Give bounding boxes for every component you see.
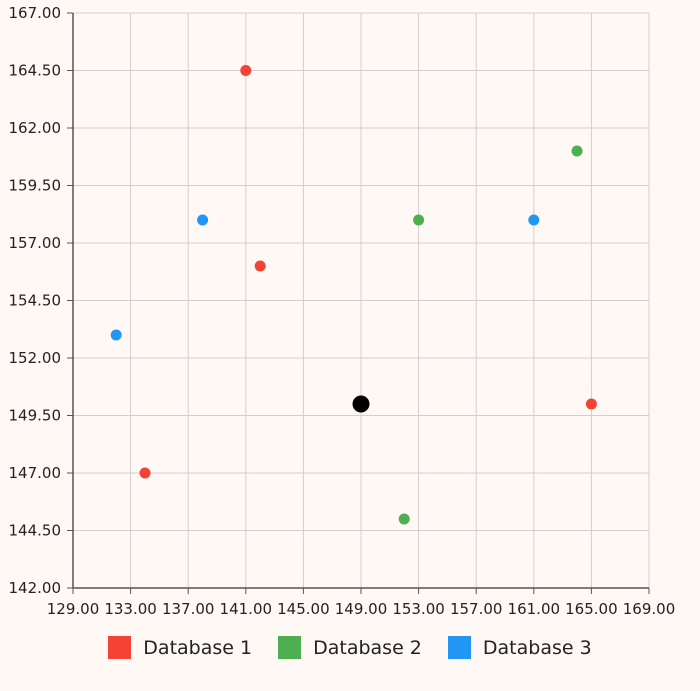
data-point xyxy=(139,467,151,479)
legend-label: Database 1 xyxy=(143,636,253,659)
data-point xyxy=(585,398,597,410)
data-point xyxy=(197,214,209,226)
y-tick-label: 154.50 xyxy=(9,292,62,310)
x-tick-label: 149.00 xyxy=(335,600,388,618)
data-point xyxy=(528,214,540,226)
legend-item[interactable]: Database 2 xyxy=(278,636,422,659)
x-tick-label: 129.00 xyxy=(47,600,100,618)
y-tick-label: 142.00 xyxy=(9,579,62,597)
x-tick-label: 169.00 xyxy=(623,600,676,618)
data-points xyxy=(110,65,597,525)
x-tick-label: 165.00 xyxy=(565,600,618,618)
y-tick-label: 157.00 xyxy=(9,234,62,252)
x-axis-ticks: 129.00 133.00 137.00 141.00 145.00 149.00 153.… xyxy=(47,588,676,618)
highlight-point xyxy=(352,395,370,413)
data-point xyxy=(413,214,425,226)
y-tick-label: 162.00 xyxy=(9,119,62,137)
x-tick-label: 157.00 xyxy=(450,600,503,618)
legend-swatch xyxy=(108,636,132,659)
x-tick-label: 141.00 xyxy=(220,600,273,618)
data-point xyxy=(110,329,122,341)
legend-label: Database 2 xyxy=(313,636,422,659)
x-tick-label: 153.00 xyxy=(392,600,445,618)
y-tick-label: 159.50 xyxy=(9,177,62,195)
y-tick-label: 164.50 xyxy=(9,62,62,80)
legend-swatch xyxy=(447,636,471,659)
x-tick-label: 133.00 xyxy=(104,600,157,618)
scatter-chart: 129.00 133.00 137.00 141.00 145.00 149.00 153.… xyxy=(9,4,676,618)
x-tick-label: 137.00 xyxy=(162,600,215,618)
y-axis-ticks: 167.00 164.50 162.00 159.50 157.00 154.50 152.… xyxy=(9,4,73,597)
y-tick-label: 152.00 xyxy=(9,349,62,367)
grid xyxy=(72,12,650,589)
legend-swatch xyxy=(278,636,302,659)
legend-label: Database 3 xyxy=(482,636,592,659)
x-tick-label: 161.00 xyxy=(508,600,561,618)
data-point xyxy=(571,145,583,157)
y-tick-label: 167.00 xyxy=(9,4,62,22)
x-tick-label: 145.00 xyxy=(277,600,330,618)
y-tick-label: 144.50 xyxy=(9,522,62,540)
y-tick-label: 149.50 xyxy=(9,407,62,425)
legend: Database 1 Database 2 Database 3 xyxy=(0,636,700,659)
data-point xyxy=(398,513,410,525)
legend-item[interactable]: Database 3 xyxy=(447,636,592,659)
data-point xyxy=(254,260,266,272)
data-point xyxy=(240,65,252,76)
legend-item[interactable]: Database 1 xyxy=(108,636,252,659)
y-tick-label: 147.00 xyxy=(9,464,62,482)
